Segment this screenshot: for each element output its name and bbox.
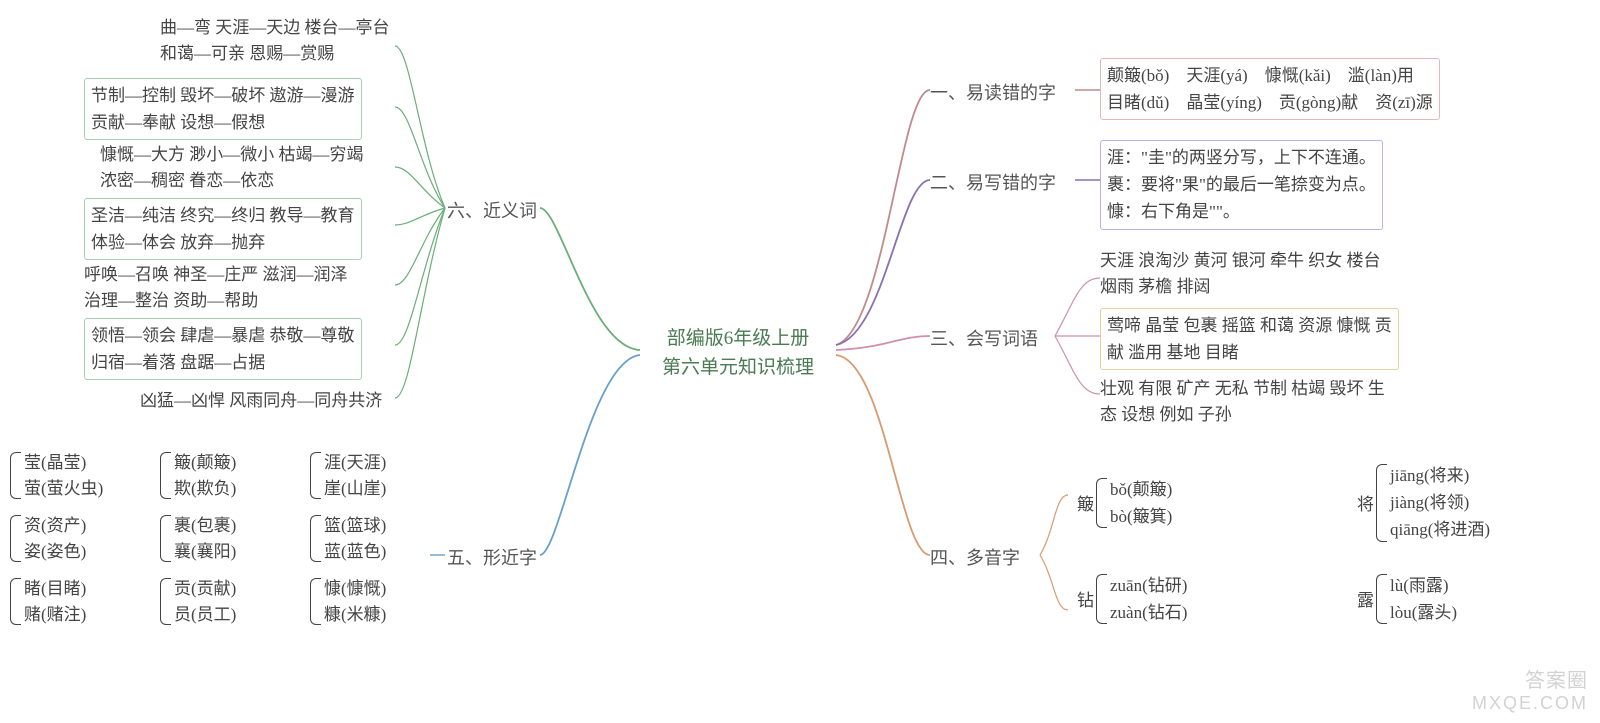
b5-pair-4: 裹(包裹)襄(襄阳) xyxy=(160,513,300,564)
b4-item-0: 簸 bǒ(颠簸) bò(簸箕) xyxy=(1068,462,1278,544)
b6-box-0: 曲—弯 天涯—天边 楼台—亭台 和蔼—可亲 恩赐—赏赐 xyxy=(160,15,390,68)
b4-grid: 簸 bǒ(颠簸) bò(簸箕) 将 jiāng(将来) jiàng(将领) qi… xyxy=(1068,462,1558,626)
b6-box-6: 凶猛—凶悍 风雨同舟—同舟共济 xyxy=(140,388,382,414)
b5-pair-5: 篮(篮球)蓝(蓝色) xyxy=(310,513,450,564)
b3-box-1: 莺啼 晶莹 包裹 摇篮 和蔼 资源 慷慨 贡 献 滥用 基地 目睹 xyxy=(1100,308,1399,370)
branch-5-label: 五、形近字 xyxy=(447,544,537,570)
b2-box: 涯："圭"的两竖分写，上下不连通。 裹：要将"果"的最后一笔捺变为点。 慷：右下… xyxy=(1100,140,1383,230)
b4-item-3: 露 lù(雨露) lòu(露头) xyxy=(1348,572,1558,626)
b1-box: 颠簸(bǒ) 天涯(yá) 慷慨(kǎi) 滥(làn)用 目睹(dǔ) 晶莹(… xyxy=(1100,58,1440,120)
b6-box-4: 呼唤—召唤 神圣—庄严 滋润—润泽 治理—整治 资助—帮助 xyxy=(84,262,348,315)
branch-2-label: 二、易写错的字 xyxy=(930,169,1056,195)
b5-pair-3: 资(资产)姿(姿色) xyxy=(10,513,150,564)
b6-box-1: 节制—控制 毁坏—破坏 遨游—漫游 贡献—奉献 设想—假想 xyxy=(84,78,362,140)
b5-grid: 莹(晶莹)萤(萤火虫) 簸(颠簸)欺(欺负) 涯(天涯)崖(山崖) 资(资产)姿… xyxy=(10,450,450,627)
branch-4-label: 四、多音字 xyxy=(930,544,1020,570)
b6-box-3: 圣洁—纯洁 终究—终归 教导—教育 体验—体会 放弃—抛弃 xyxy=(84,198,362,260)
b5-pair-1: 簸(颠簸)欺(欺负) xyxy=(160,450,300,501)
b5-pair-8: 慷(慷慨)糠(米糠) xyxy=(310,576,450,627)
center-node: 部编版6年级上册 第六单元知识梳理 xyxy=(640,325,836,382)
b6-box-5: 领悟—领会 肆虐—暴虐 恭敬—尊敬 归宿—着落 盘踞—占据 xyxy=(84,318,362,380)
b3-box-2: 壮观 有限 矿产 无私 节制 枯竭 毁坏 生 态 设想 例如 子孙 xyxy=(1100,376,1385,429)
b5-pair-7: 贡(贡献)员(员工) xyxy=(160,576,300,627)
b5-pair-2: 涯(天涯)崖(山崖) xyxy=(310,450,450,501)
branch-3-label: 三、会写词语 xyxy=(930,325,1038,351)
watermark: 答案圈 MXQE.COM xyxy=(1472,669,1588,715)
b6-box-2: 慷慨—大方 渺小—微小 枯竭—穷竭 浓密—稠密 眷恋—依恋 xyxy=(100,142,364,195)
b5-pair-6: 睹(目睹)赌(赌注) xyxy=(10,576,150,627)
b3-box-0: 天涯 浪淘沙 黄河 银河 牵牛 织女 楼台 烟雨 茅檐 排闼 xyxy=(1100,248,1381,301)
center-line2: 第六单元知识梳理 xyxy=(640,354,836,383)
branch-6-label: 六、近义词 xyxy=(447,197,537,223)
b4-item-1: 将 jiāng(将来) jiàng(将领) qiāng(将进酒) xyxy=(1348,462,1558,544)
b4-item-2: 钻 zuān(钻研) zuàn(钻石) xyxy=(1068,572,1278,626)
center-line1: 部编版6年级上册 xyxy=(640,325,836,354)
b5-pair-0: 莹(晶莹)萤(萤火虫) xyxy=(10,450,150,501)
branch-1-label: 一、易读错的字 xyxy=(930,79,1056,105)
mindmap-canvas: 部编版6年级上册 第六单元知识梳理 一、易读错的字 二、易写错的字 三、会写词语… xyxy=(0,0,1600,723)
